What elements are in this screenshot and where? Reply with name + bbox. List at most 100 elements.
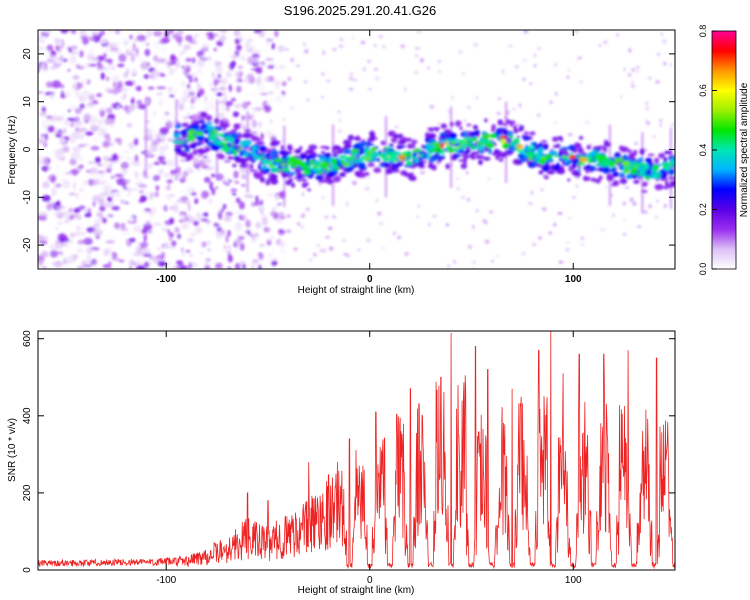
spectrogram-noise-blob — [67, 117, 76, 122]
spectrogram-ridge-blob — [462, 155, 469, 160]
spectrogram-noise-blob — [61, 90, 65, 97]
spectrogram-noise-blob — [321, 196, 325, 199]
spectrogram-noise-blob — [624, 186, 630, 189]
spectrogram-noise-blob — [211, 173, 216, 178]
spectrogram-noise-blob — [180, 159, 187, 162]
figure-title: S196.2025.291.20.41.G26 — [284, 3, 437, 18]
spectrogram-noise-blob — [73, 207, 81, 214]
spectrogram-noise-blob — [78, 95, 87, 102]
spectrogram-noise-blob — [233, 30, 241, 37]
spectrogram-ridge-blob — [459, 126, 463, 130]
spectrogram-noise-blob — [662, 39, 667, 44]
spectrogram-ridge-blob — [320, 157, 327, 162]
spectrogram-ridge-blob — [397, 145, 406, 148]
spectrogram-noise-blob — [223, 176, 231, 181]
spectrogram-noise-blob — [110, 46, 119, 52]
spectrogram-noise-blob — [68, 48, 73, 53]
spectrogram-noise-blob — [192, 36, 197, 42]
spectrogram-noise-blob — [240, 175, 245, 178]
spectrogram-noise-blob — [219, 78, 228, 85]
spectrogram-ridge-blob — [309, 173, 314, 177]
spectrogram-ridge-blob — [249, 163, 254, 170]
spectrogram-noise-blob — [213, 222, 220, 227]
spectrogram-noise-blob — [393, 231, 396, 236]
snr-xlabel: Height of straight line (km) — [298, 585, 415, 596]
spectrogram-noise-blob — [152, 110, 156, 118]
spectrogram-noise-blob — [163, 241, 169, 250]
spectrogram-noise-blob — [38, 215, 47, 221]
spectrogram-ridge-blob — [332, 145, 341, 150]
spectrogram-noise-blob — [41, 236, 49, 241]
colorbar-tick-label: 0.2 — [698, 203, 708, 216]
spectrogram-noise-blob — [211, 111, 217, 120]
spectrogram-noise-blob — [114, 159, 119, 163]
spectrogram-noise-blob — [400, 44, 406, 49]
spectrogram-noise-blob — [265, 58, 274, 62]
spectrogram-noise-blob — [83, 264, 93, 268]
spectrogram-noise-blob — [84, 213, 92, 218]
spectrogram-noise-blob — [78, 59, 88, 67]
spectrogram-ridge-blob — [230, 132, 239, 139]
spectrogram-ridge-blob — [291, 182, 295, 188]
spectrogram-ridge-blob — [441, 155, 445, 160]
spectrogram-noise-blob — [663, 61, 667, 66]
spectrogram-noise-blob — [151, 139, 160, 145]
spectrogram-noise-blob — [59, 47, 64, 53]
spectrogram-noise-blob — [472, 224, 475, 230]
snr-xtick-label: 0 — [367, 575, 373, 586]
spectrogram-ridge-blob — [560, 146, 570, 151]
spectrogram-ytick-label: 20 — [22, 48, 33, 60]
spectrogram-noise-blob — [158, 74, 166, 77]
spectrogram-noise-blob — [210, 97, 216, 104]
spectrogram-noise-blob — [240, 55, 246, 61]
spectrogram-ridge-blob — [448, 148, 454, 153]
spectrogram-noise-blob — [77, 265, 85, 269]
spectrogram-noise-blob — [74, 230, 79, 237]
spectrogram-ridge-blob — [526, 151, 534, 157]
spectrogram-ridge-blob — [533, 141, 537, 147]
spectrogram-ridge-blob — [205, 121, 213, 125]
spectrogram-ridge-blob — [227, 156, 235, 160]
spectrogram-noise-blob — [42, 65, 49, 71]
spectrogram-ridge-blob — [267, 160, 273, 165]
spectrogram-noise-blob — [468, 244, 472, 249]
spectrogram-noise-blob — [132, 225, 142, 233]
spectrogram-noise-blob — [53, 263, 57, 267]
spectrogram-noise-blob — [225, 195, 234, 202]
spectrogram-ridge-blob — [308, 159, 314, 166]
spectrogram-noise-blob — [126, 182, 133, 190]
spectrogram-noise-blob — [74, 83, 79, 89]
spectrogram-noise-blob — [484, 239, 490, 244]
spectrogram-noise-blob — [521, 252, 526, 256]
spectrogram-noise-blob — [343, 253, 349, 256]
spectrogram-ridge-blob — [244, 129, 252, 133]
spectrogram-noise-blob — [528, 202, 533, 205]
spectrogram-noise-blob — [69, 232, 76, 238]
spectrogram-ridge-blob — [294, 168, 302, 173]
spectrogram-noise-blob — [153, 55, 159, 62]
spectrogram-noise-blob — [38, 170, 43, 175]
spectrogram-noise-blob — [143, 234, 147, 242]
spectrogram-ridge-blob — [627, 173, 631, 180]
spectrogram-noise-blob — [228, 84, 233, 92]
spectrogram-noise-blob — [282, 230, 288, 233]
spectrogram-ridge-blob — [557, 151, 563, 158]
spectrogram-noise-blob — [287, 229, 291, 233]
spectrogram-ytick-label: 0 — [22, 146, 33, 152]
spectrogram-noise-blob — [90, 172, 101, 179]
spectrogram-noise-blob — [172, 182, 178, 190]
spectrogram-noise-blob — [127, 49, 136, 54]
spectrogram-noise-blob — [190, 262, 198, 267]
spectrogram-ridge-blob — [557, 168, 566, 175]
spectrogram-noise-blob — [236, 85, 242, 93]
spectrogram-noise-blob — [54, 152, 64, 160]
spectrogram-noise-blob — [230, 200, 237, 208]
spectrogram-ridge-blob — [439, 132, 448, 137]
spectrogram-noise-blob — [447, 264, 451, 269]
spectrogram-noise-blob — [460, 195, 466, 200]
spectrogram-noise-blob — [92, 223, 101, 229]
spectrogram-noise-blob — [303, 80, 308, 83]
spectrogram-noise-blob — [125, 156, 134, 161]
spectrogram-noise-blob — [234, 180, 240, 184]
spectrogram-noise-blob — [270, 60, 275, 64]
